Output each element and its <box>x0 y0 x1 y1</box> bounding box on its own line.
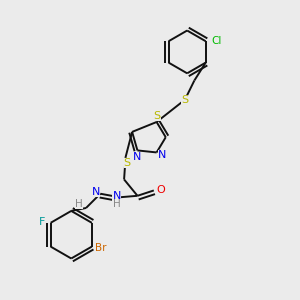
Text: N: N <box>112 191 121 201</box>
Text: Cl: Cl <box>212 36 222 46</box>
Text: S: S <box>181 95 188 105</box>
Text: H: H <box>113 199 121 209</box>
Text: N: N <box>133 152 142 162</box>
Text: S: S <box>154 111 161 121</box>
Text: H: H <box>75 200 83 209</box>
Text: N: N <box>92 187 100 197</box>
Text: S: S <box>124 158 130 167</box>
Text: F: F <box>38 217 45 226</box>
Text: O: O <box>156 185 165 195</box>
Text: N: N <box>158 150 166 160</box>
Text: Br: Br <box>95 243 106 253</box>
